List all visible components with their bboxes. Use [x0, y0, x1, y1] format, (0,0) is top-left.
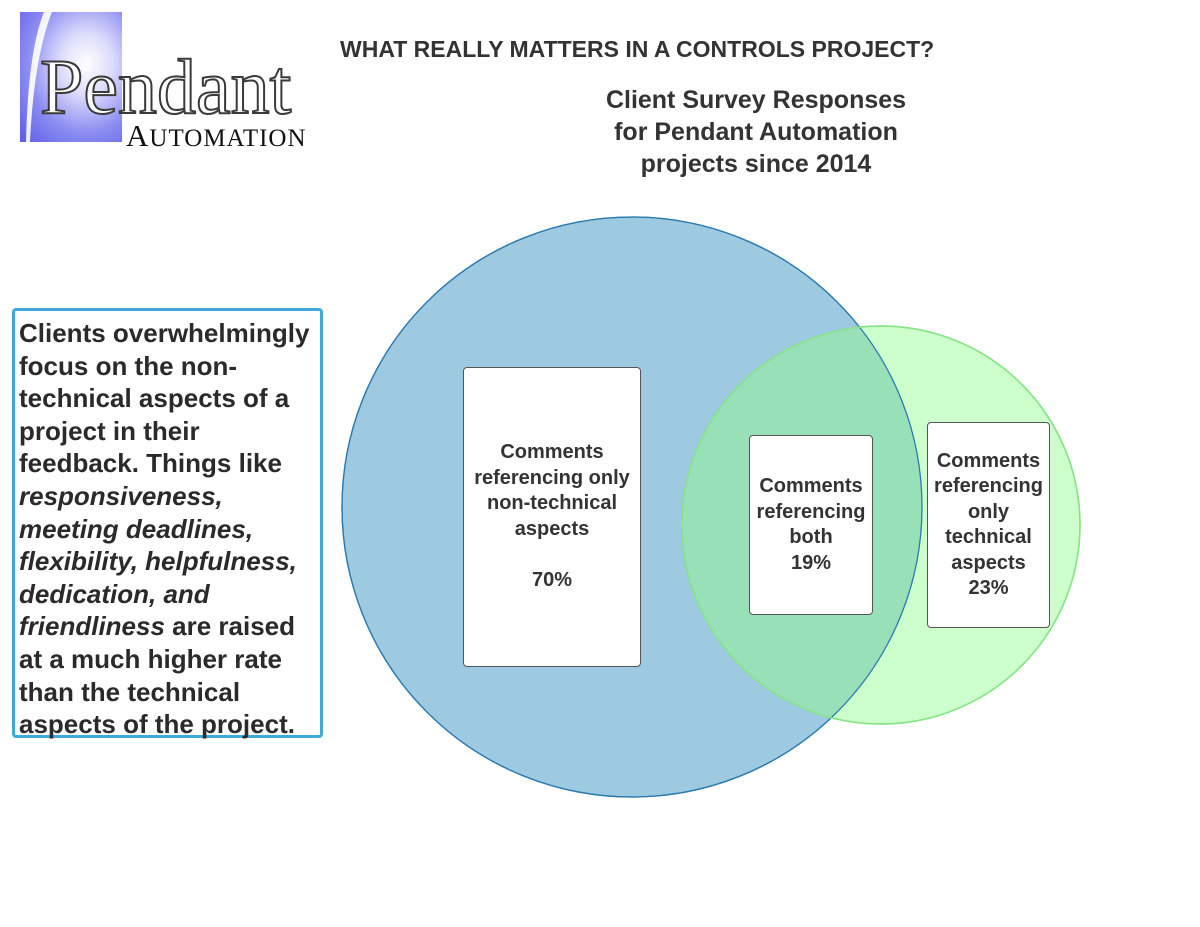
callout-text-end: are raised at a much higher rate than th… [19, 611, 296, 740]
label-line: Comments [759, 475, 863, 497]
pendant-automation-logo: Pendant AUTOMATION [20, 12, 320, 151]
label-percent: 19% [790, 551, 832, 574]
label-line: referencing [934, 475, 1043, 497]
callout-italic-text: responsiveness, meeting deadlines, flexi… [19, 480, 297, 642]
page-title: WHAT REALLY MATTERS IN A CONTROLS PROJEC… [340, 36, 935, 62]
label-line: aspects [514, 517, 590, 540]
label-both: Comments referencing both 19% [749, 435, 873, 615]
logo-sub-text: AUTOMATION [126, 118, 307, 153]
label-line: aspects [951, 551, 1026, 574]
label-line: non-technical [486, 492, 617, 515]
subtitle-line: Client Survey Responses [605, 86, 907, 114]
label-percent: 70% [531, 569, 573, 592]
logo-gradient-square [20, 12, 122, 142]
label-non-technical: Comments referencing only non-technical … [463, 367, 641, 667]
logo-swoosh-icon [26, 12, 52, 142]
label-technical: Comments referencing only technical aspe… [927, 422, 1050, 628]
logo-brand-text: Pendant [39, 43, 292, 130]
label-line: Comments [936, 449, 1041, 472]
callout-text: Clients overwhelmingly focus on the non-… [19, 318, 310, 479]
overlap-region [682, 326, 922, 724]
label-line: referencing [756, 500, 866, 523]
subtitle-line: projects since 2014 [640, 150, 872, 178]
callout-box: Clients overwhelmingly focus on the non-… [12, 308, 323, 740]
label-line: technical [945, 526, 1032, 548]
chart-subtitle: Client Survey Responses for Pendant Auto… [556, 84, 956, 180]
non-technical-circle-outline [341, 216, 923, 798]
label-line: only [967, 500, 1010, 523]
label-line: both [789, 526, 833, 548]
label-line: referencing only [474, 466, 630, 489]
technical-circle-outline [681, 325, 1081, 725]
label-percent: 23% [968, 577, 1009, 599]
subtitle-line: for Pendant Automation [614, 118, 898, 146]
label-line: Comments [500, 441, 604, 464]
